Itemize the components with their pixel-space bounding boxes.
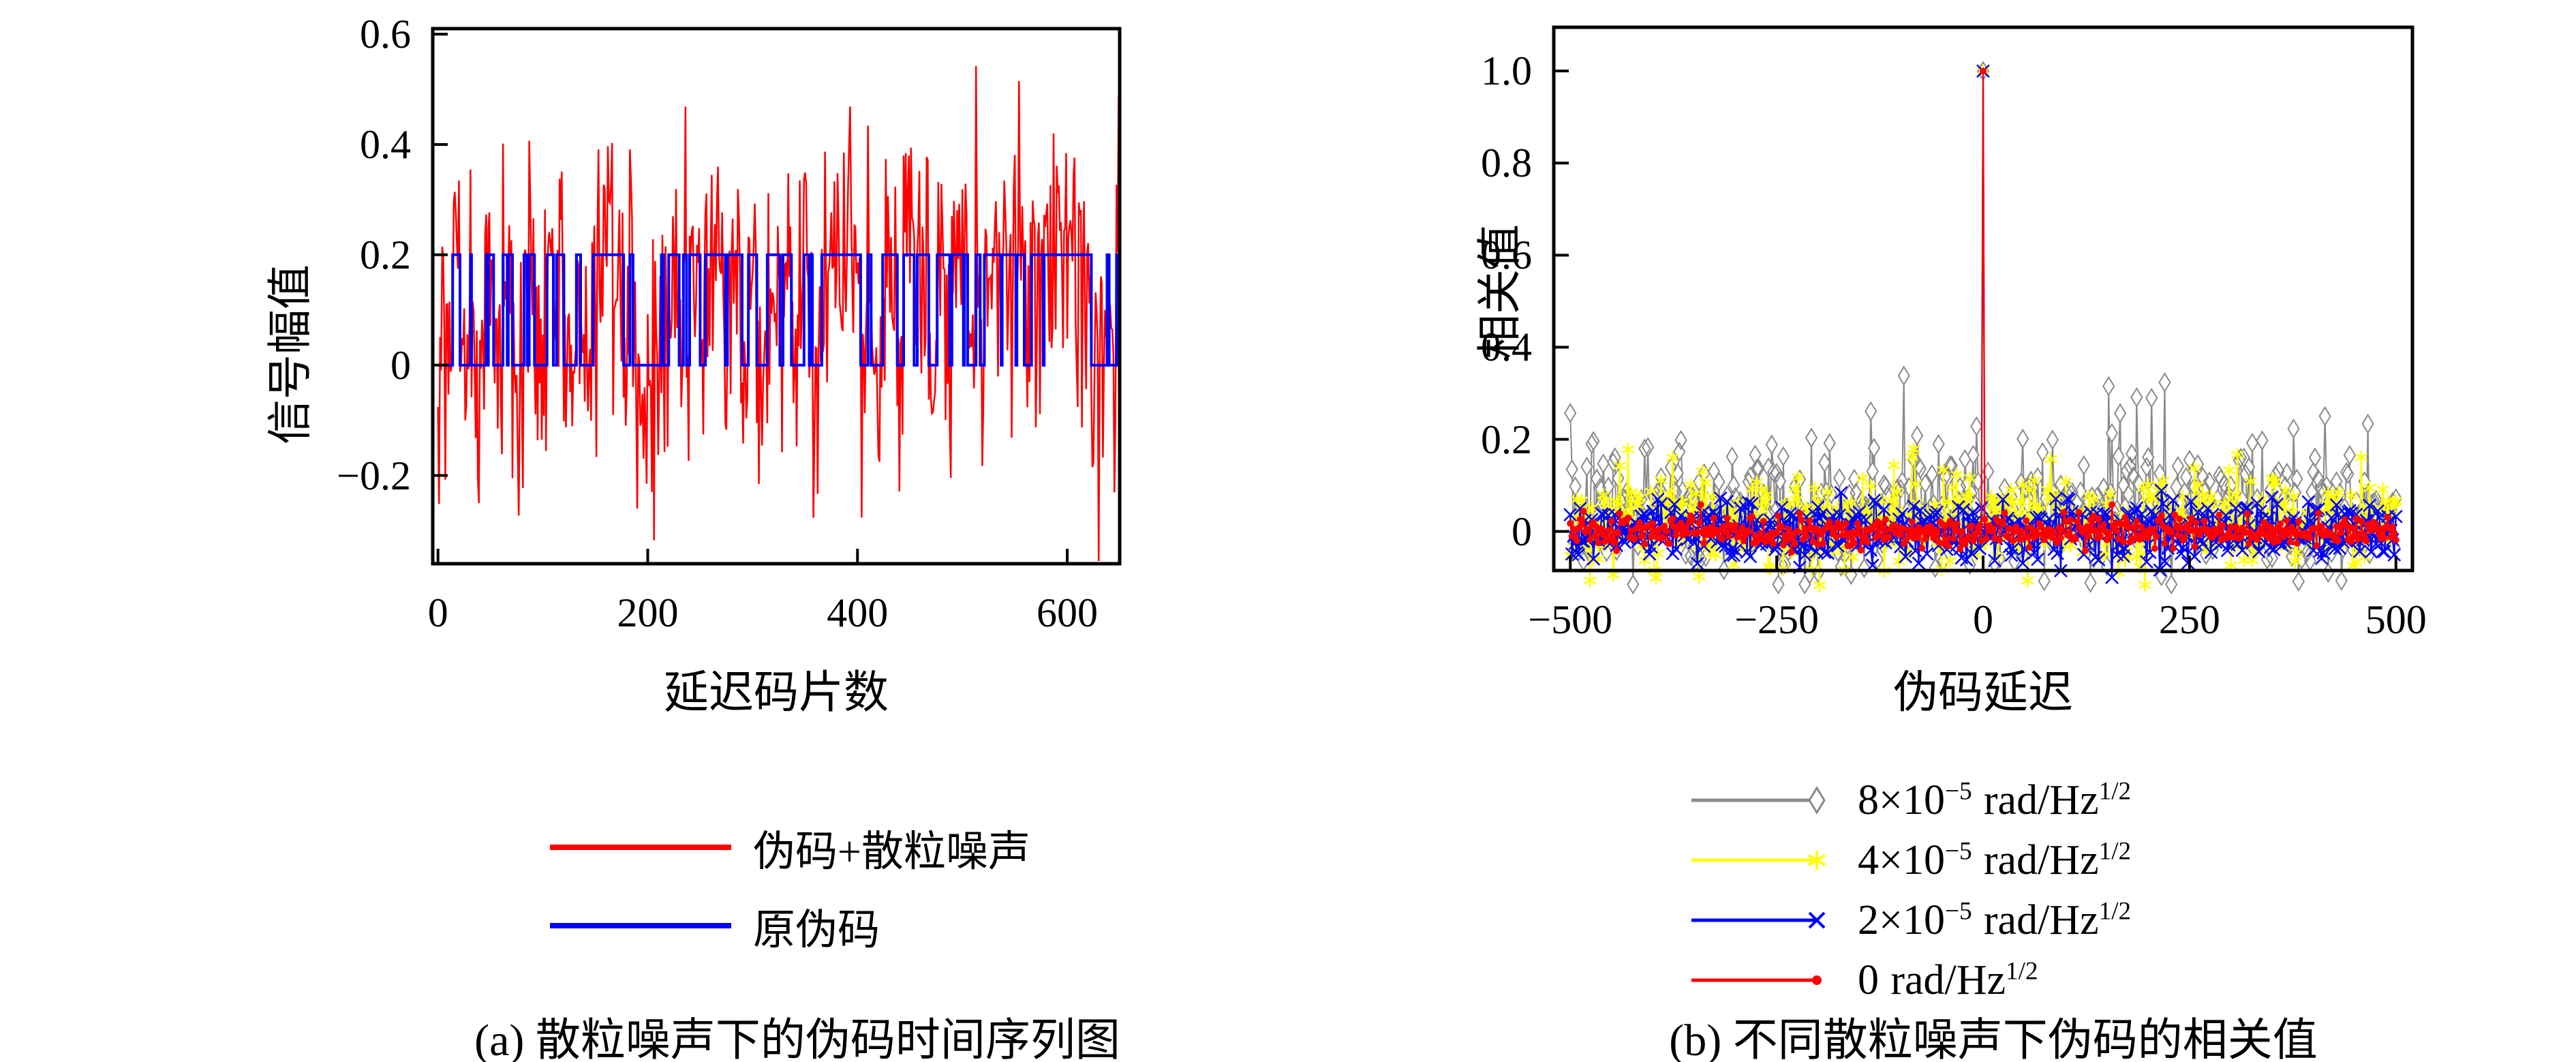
- legend-unit: rad/Hz: [1983, 836, 2099, 883]
- legend-exponent: −5: [1944, 836, 1972, 865]
- y-tick-label: 0.6: [1481, 232, 1532, 278]
- legend-unit-exponent: 1/2: [2098, 836, 2132, 865]
- legend-unit: rad/Hz: [1983, 776, 2099, 823]
- legend-unit-exponent: 1/2: [2098, 896, 2132, 925]
- x-tick-label: 600: [1037, 590, 1099, 635]
- panel-b-caption: (b) 不同散粒噪声下伪码的相关值: [1669, 1016, 2318, 1062]
- y-tick-label: 0.8: [1481, 140, 1532, 186]
- panel-b-xlabel: 伪码延迟: [1893, 668, 2073, 718]
- legend-label-original-pn: 原伪码: [753, 907, 880, 954]
- legend-item-0: 0 rad/Hz1/2: [1690, 957, 2038, 1003]
- panel-a-ylabel: 信号幅值: [266, 264, 316, 444]
- x-tick-label: 200: [617, 590, 679, 635]
- legend-exponent: −5: [1944, 896, 1972, 925]
- panel-a-xlabel: 延迟码片数: [664, 668, 889, 718]
- x-tick-label: 400: [827, 590, 889, 635]
- y-tick-label: 1.0: [1481, 48, 1532, 94]
- legend-unit: rad/Hz: [1890, 956, 2006, 1003]
- legend-item-original-pn: 原伪码: [549, 902, 880, 954]
- y-tick-label: −0.2: [337, 453, 411, 498]
- x-tick-label: −250: [1734, 597, 1820, 642]
- legend-item-pn-plus-shot-noise: 伪码+散粒噪声: [549, 823, 1030, 875]
- legend-label-2e-5: 2×10−5 rad/Hz1/2: [1858, 896, 2131, 945]
- legend-coef: 4×10: [1858, 836, 1945, 883]
- legend-line-blue-x: [1690, 902, 1837, 938]
- panel-a-caption: (a) 散粒噪声下的伪码时间序列图: [474, 1016, 1120, 1062]
- legend-coef: 0: [1858, 956, 1879, 1003]
- legend-coef: 8×10: [1858, 776, 1945, 823]
- legend-label-8e-5: 8×10−5 rad/Hz1/2: [1858, 776, 2131, 825]
- legend-item-4e-5: 4×10−5 rad/Hz1/2: [1690, 837, 2131, 883]
- legend-line-blue: [549, 920, 733, 932]
- x-tick-label: 0: [427, 590, 448, 635]
- x-tick-label: 0: [1973, 597, 1993, 642]
- y-tick-label: 0: [390, 342, 411, 388]
- legend-label-pn-plus-shot-noise: 伪码+散粒噪声: [753, 829, 1030, 875]
- y-tick-label: 0.2: [1481, 416, 1532, 462]
- legend-line-yellow-asterisk: [1690, 843, 1837, 878]
- legend-unit-exponent: 1/2: [2006, 956, 2038, 985]
- legend-line-red-dot: [1690, 962, 1837, 998]
- y-tick-label: 0.2: [360, 232, 411, 277]
- legend-label-4e-5: 4×10−5 rad/Hz1/2: [1858, 836, 2131, 885]
- legend-label-0: 0 rad/Hz1/2: [1858, 956, 2038, 1005]
- y-tick-label: 0.4: [1481, 324, 1532, 370]
- legend-line-red: [549, 841, 733, 853]
- legend-unit-exponent: 1/2: [2098, 776, 2132, 805]
- legend-unit: rad/Hz: [1983, 896, 2099, 943]
- legend-item-8e-5: 8×10−5 rad/Hz1/2: [1690, 777, 2131, 823]
- legend-coef: 2×10: [1858, 896, 1945, 943]
- legend-item-2e-5: 2×10−5 rad/Hz1/2: [1690, 897, 2131, 943]
- legend-exponent: −5: [1944, 776, 1972, 805]
- x-tick-label: 500: [2365, 597, 2427, 642]
- x-tick-label: −500: [1528, 597, 1613, 642]
- y-tick-label: 0.6: [360, 12, 411, 57]
- x-tick-label: 250: [2158, 597, 2220, 642]
- legend-line-gray-diamond: [1690, 783, 1837, 818]
- y-tick-label: 0.4: [360, 121, 411, 167]
- y-tick-label: 0: [1512, 509, 1532, 554]
